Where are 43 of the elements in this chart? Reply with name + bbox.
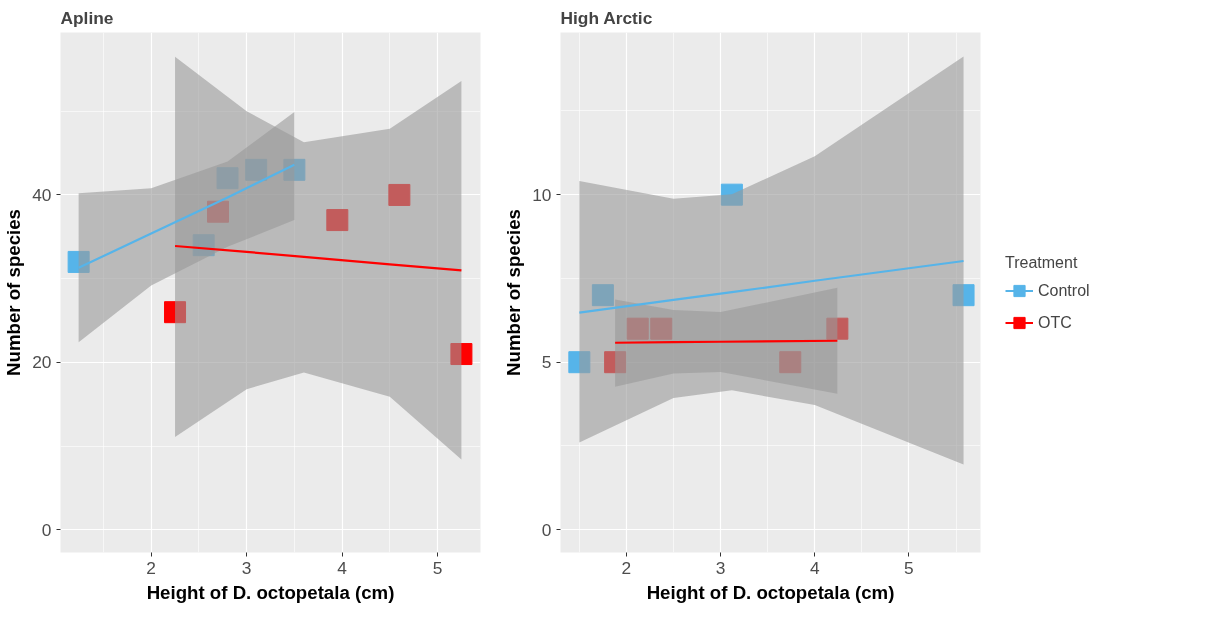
point xyxy=(952,284,975,307)
legend-title: Treatment xyxy=(1005,253,1079,271)
y-tick-label: 10 xyxy=(532,184,552,205)
point xyxy=(67,250,90,273)
legend-label: Control xyxy=(1038,281,1090,299)
point xyxy=(207,200,229,223)
point xyxy=(164,301,187,324)
chart-title: Apline xyxy=(60,7,114,28)
point xyxy=(450,343,473,366)
x-tick-label: 4 xyxy=(809,557,820,578)
point xyxy=(568,351,591,374)
chart-title: High Arctic xyxy=(560,7,653,28)
point xyxy=(591,284,614,307)
y-tick-label: 0 xyxy=(41,519,52,540)
line-series xyxy=(578,259,965,314)
line-series xyxy=(173,244,463,272)
point xyxy=(283,158,306,181)
y-tick-label: 40 xyxy=(32,184,52,205)
point xyxy=(245,158,268,181)
y-axis-title: Number of species xyxy=(503,209,525,376)
x-axis-title: Height of D. octopetala (cm) xyxy=(146,581,395,603)
x-tick-label: 2 xyxy=(621,557,632,578)
legend-label: OTC xyxy=(1038,313,1072,331)
x-axis-title: Height of D. octopetala (cm) xyxy=(646,581,895,603)
x-tick-label: 5 xyxy=(432,557,443,578)
point xyxy=(388,183,411,206)
y-axis-title: Number of species xyxy=(3,209,25,376)
x-tick-label: 4 xyxy=(337,557,348,578)
point xyxy=(720,183,743,206)
point xyxy=(826,317,849,340)
y-tick-label: 5 xyxy=(541,352,552,373)
x-tick-label: 3 xyxy=(715,557,726,578)
y-tick-label: 0 xyxy=(541,519,552,540)
point xyxy=(650,317,673,340)
point xyxy=(779,351,802,374)
point xyxy=(326,209,349,232)
x-tick-label: 3 xyxy=(241,557,252,578)
point xyxy=(216,167,239,190)
y-tick-label: 20 xyxy=(32,352,52,373)
x-tick-label: 2 xyxy=(146,557,156,578)
point xyxy=(604,351,627,374)
point xyxy=(626,317,649,340)
x-tick-label: 5 xyxy=(904,557,914,578)
